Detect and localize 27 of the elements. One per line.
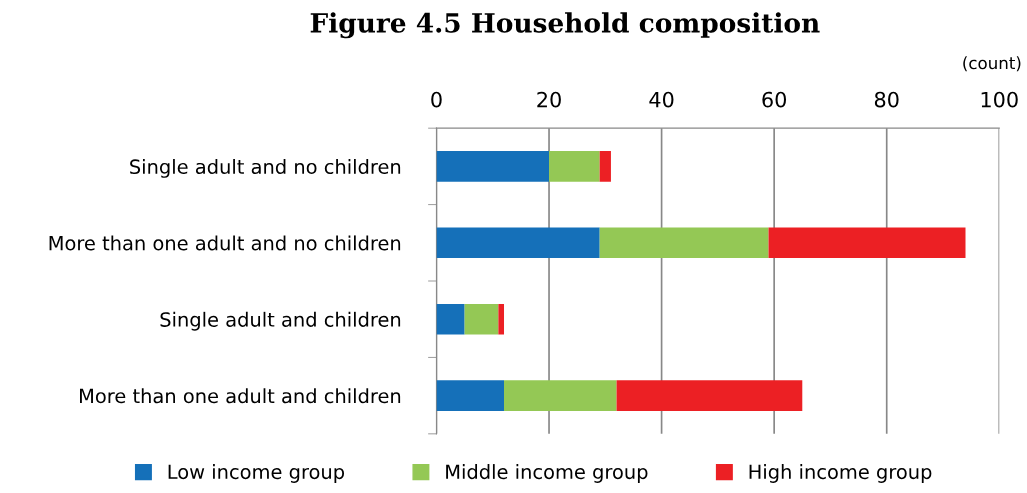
bar (549, 151, 600, 182)
legend-label: Middle income group (446, 464, 648, 483)
bar (436, 380, 505, 411)
legend-label: High income group (749, 464, 932, 483)
bar (768, 227, 966, 259)
bar (616, 380, 803, 411)
x-tick-label: 100 (981, 91, 1018, 108)
bar (599, 151, 611, 182)
text: (count) (963, 56, 1021, 72)
x-tick-label: 40 (649, 91, 674, 108)
chart-title: Figure 4.5 Household composition (310, 12, 820, 39)
bar (436, 227, 600, 259)
bar (599, 227, 769, 259)
legend-label: Low income group (168, 464, 345, 483)
bar (504, 380, 617, 411)
bar (498, 303, 505, 335)
x-tick-label: 80 (874, 91, 899, 108)
x-tick-label: 0 (431, 91, 442, 108)
bar (464, 303, 499, 335)
y-tick-label: More than one adult and no children (49, 235, 401, 251)
x-tick-label: 20 (537, 91, 561, 108)
x-tick-label: 60 (762, 91, 787, 108)
y-tick-label: Single adult and children (160, 311, 401, 331)
bar (436, 151, 550, 182)
bar (436, 303, 465, 335)
y-tick-label: Single adult and no children (130, 159, 401, 178)
y-tick-label: More than one adult and children (80, 388, 401, 404)
